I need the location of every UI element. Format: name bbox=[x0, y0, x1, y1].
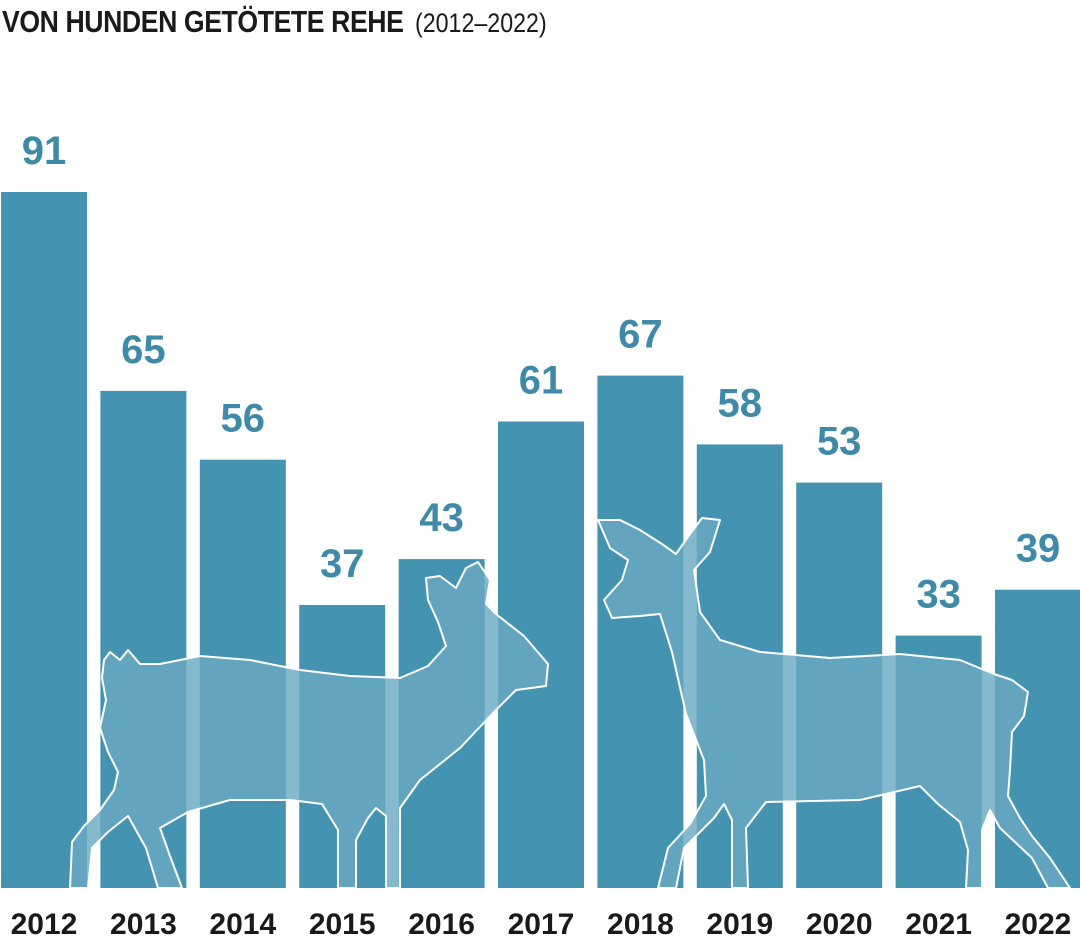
value-label-2015: 37 bbox=[320, 542, 365, 586]
year-labels-layer: 2012 2013 2014 2015 2016 2017 2018 2019 2020 2021… bbox=[11, 908, 1072, 938]
deer-left-silhouette bbox=[69, 561, 549, 889]
value-label-2020: 53 bbox=[817, 420, 862, 464]
chart-subtitle: (2012–2022) bbox=[415, 8, 547, 38]
year-label-2018: 2018 bbox=[607, 908, 674, 938]
bar-2012 bbox=[1, 192, 87, 888]
deer-right-silhouette bbox=[597, 517, 1071, 889]
year-label-2021: 2021 bbox=[905, 908, 972, 938]
year-label-2014: 2014 bbox=[209, 908, 276, 938]
value-label-2018: 67 bbox=[618, 313, 663, 357]
year-label-2017: 2017 bbox=[508, 908, 575, 938]
year-label-2013: 2013 bbox=[110, 908, 177, 938]
deer-illustrations bbox=[69, 517, 1071, 889]
value-label-2012: 91 bbox=[22, 129, 67, 173]
year-label-2016: 2016 bbox=[408, 908, 475, 938]
year-label-2019: 2019 bbox=[706, 908, 773, 938]
year-label-2022: 2022 bbox=[1005, 908, 1072, 938]
value-label-2019: 58 bbox=[718, 381, 763, 425]
value-label-2014: 56 bbox=[221, 397, 266, 441]
value-label-2022: 39 bbox=[1016, 527, 1061, 571]
value-labels-layer: 91 65 56 37 43 61 67 58 53 33 39 bbox=[22, 129, 1061, 617]
value-label-2017: 61 bbox=[519, 359, 564, 403]
value-label-2021: 33 bbox=[916, 573, 961, 617]
year-label-2020: 2020 bbox=[806, 908, 873, 938]
value-label-2016: 43 bbox=[419, 496, 464, 540]
chart-title: VON HUNDEN GETÖTETE REHE bbox=[2, 4, 404, 39]
year-label-2012: 2012 bbox=[11, 908, 78, 938]
year-label-2015: 2015 bbox=[309, 908, 376, 938]
chart-title-row: VON HUNDEN GETÖTETE REHE (2012–2022) bbox=[2, 4, 568, 40]
value-label-2013: 65 bbox=[121, 328, 166, 372]
